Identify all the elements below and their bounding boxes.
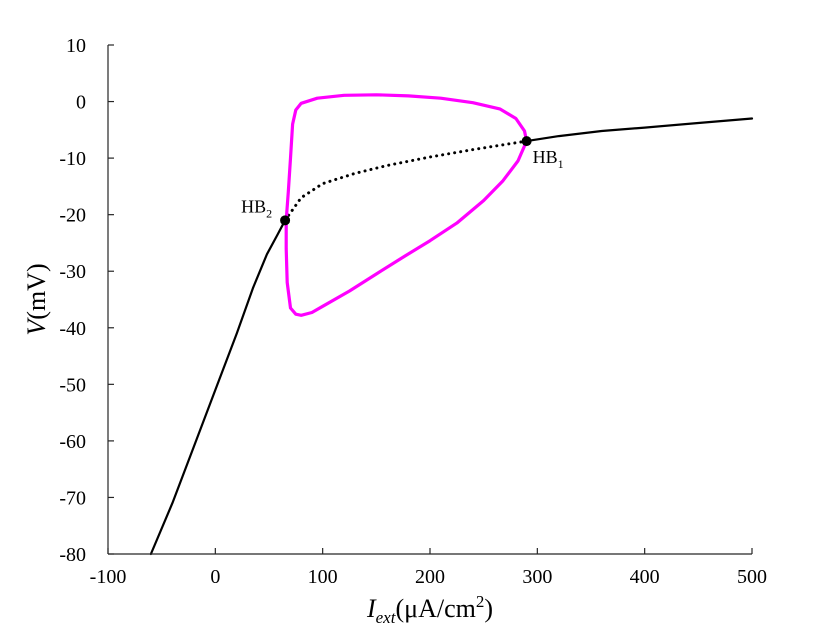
y-tick-label: -20: [59, 205, 86, 227]
y-tick-label: 10: [66, 35, 86, 57]
hb1-label: HB1: [533, 147, 564, 171]
x-axis-title: Iext(μA/cm2): [366, 592, 493, 627]
markers-group: HB2 HB1: [241, 136, 564, 226]
y-tick-label: -10: [59, 148, 86, 170]
stable-branch-line: [149, 219, 287, 556]
x-tick-label: 100: [308, 566, 338, 588]
axes-group: [107, 45, 752, 555]
ticks-group: -100 0 100 200 300 400 500100-10-20-30-40-50-6…: [59, 35, 767, 588]
x-tick-label: 500: [737, 566, 767, 588]
y-tick-label: -60: [59, 431, 86, 453]
y-tick-label: 0: [76, 92, 86, 114]
y-tick-label: -50: [59, 374, 86, 396]
hb1-point: [521, 136, 532, 147]
curves-group: [149, 93, 754, 556]
y-axis-title: V(mV): [22, 263, 51, 335]
y-tick-label: -40: [59, 318, 86, 340]
x-tick-label: 200: [415, 566, 445, 588]
x-tick-label: -100: [90, 566, 127, 588]
hb2-point: [280, 215, 291, 226]
x-tick-label: 300: [522, 566, 552, 588]
limit-cycle-curve: [284, 93, 529, 317]
x-tick-label: 400: [630, 566, 660, 588]
y-tick-label: -70: [59, 487, 86, 509]
x-tick-label: 0: [210, 566, 220, 588]
y-tick-label: -80: [59, 544, 86, 566]
hb2-label: HB2: [241, 196, 272, 220]
unstable-branch-line: [283, 139, 529, 222]
y-tick-label: -30: [59, 261, 86, 283]
stable-branch-line: [525, 117, 754, 143]
